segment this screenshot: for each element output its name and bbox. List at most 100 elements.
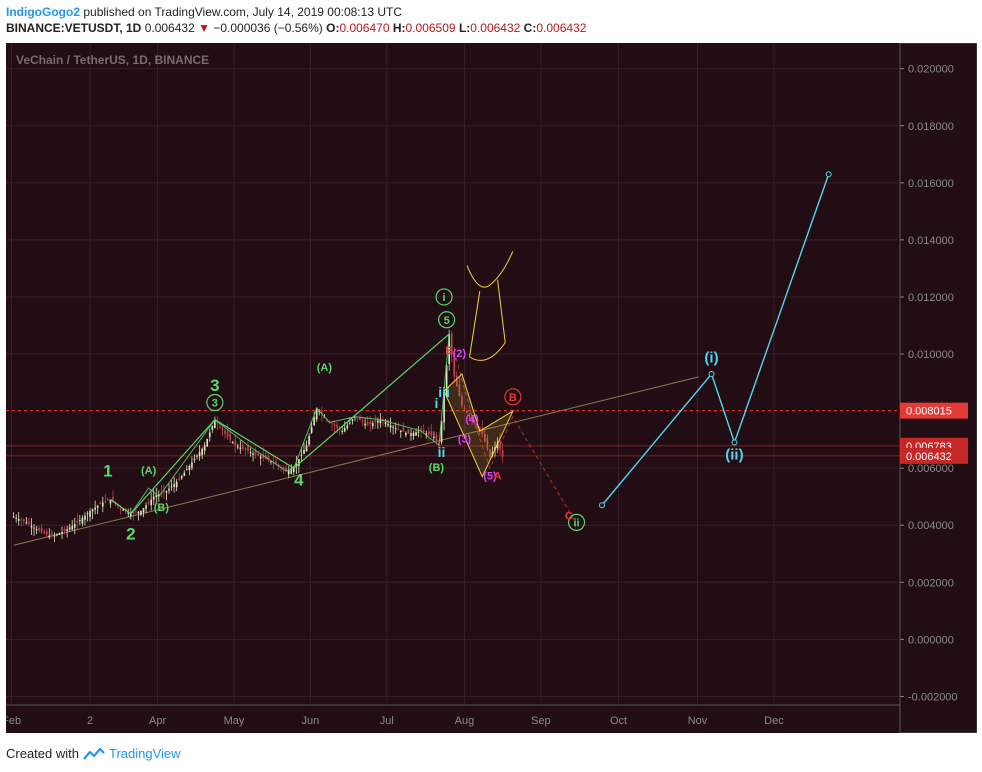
candle-body [178, 478, 181, 480]
candle-body [89, 510, 91, 517]
candle-body [101, 502, 104, 507]
candle-body [270, 461, 272, 463]
candle-body [68, 527, 71, 530]
author-link[interactable]: IndigoGogo2 [6, 5, 80, 19]
candle-body [244, 448, 247, 450]
candle-body [445, 365, 448, 395]
open-value: 0.006470 [339, 21, 390, 35]
candle-body [206, 438, 209, 447]
candle-body [66, 529, 68, 531]
chart-title: VeChain / TetherUS, 1D, BINANCE [16, 53, 209, 67]
candle-body [369, 422, 372, 425]
candle-body [417, 431, 420, 433]
wave-label-circled: ii [573, 517, 579, 529]
wave-label: (i) [704, 350, 718, 367]
wave-label: 2 [126, 525, 135, 544]
footer: Created with TradingView [6, 746, 181, 761]
candle-body [15, 517, 18, 519]
x-tick-label: Jul [380, 715, 394, 727]
candle-body [219, 426, 221, 428]
candle-body [389, 425, 392, 428]
tradingview-brand[interactable]: TradingView [108, 746, 181, 761]
candle-body [152, 496, 155, 500]
candle-body [71, 525, 74, 530]
candle-body [191, 462, 193, 468]
candle-body [203, 445, 206, 451]
candle-body [448, 334, 451, 364]
candle-body [298, 459, 300, 466]
candle-body [356, 418, 359, 420]
open-label: O: [326, 21, 340, 35]
x-tick-label: Dec [764, 715, 784, 727]
candle-body [63, 528, 66, 531]
x-tick-label: Sep [531, 715, 551, 727]
chart-area[interactable]: 0.020000 0.018000 0.016000 0.014000 0.012000… [2, 42, 978, 734]
candle-body [163, 489, 165, 493]
candle-body [201, 448, 203, 456]
candle-body [20, 519, 23, 521]
candle-body [51, 532, 53, 537]
candle-body [142, 508, 145, 513]
x-tick-label: Oct [610, 715, 627, 727]
tradingview-logo-icon [83, 747, 105, 760]
candle-body [229, 433, 231, 440]
candle-body [262, 454, 265, 458]
candle-body [226, 431, 229, 437]
candle-body [455, 375, 458, 387]
candle-body [157, 494, 160, 497]
candle-body [430, 431, 433, 436]
candle-body [81, 517, 84, 524]
candle-body [129, 513, 132, 516]
candle-body [132, 512, 135, 514]
candle-body [140, 510, 142, 515]
candle-body [259, 456, 262, 459]
candle-body [397, 428, 400, 430]
candle-body [53, 535, 56, 537]
candle-body [35, 529, 38, 531]
candle-body [236, 446, 239, 448]
projection-point [731, 439, 738, 446]
candle-body [433, 436, 435, 438]
candle-body [150, 499, 153, 506]
candle-body [468, 414, 471, 417]
candle-body [461, 396, 463, 406]
wave-label-circle [438, 311, 456, 329]
candle-body [405, 432, 407, 436]
candle-body [58, 533, 61, 535]
candle-body [292, 468, 295, 473]
candle-body [466, 410, 468, 413]
symbol-line: BINANCE:VETUSDT, 1D 0.006432 ▼ −0.000036… [6, 20, 586, 36]
candle-body [107, 499, 109, 501]
candle-body [290, 469, 293, 474]
chart-background [6, 43, 977, 733]
sub-wave-line [214, 419, 294, 472]
candle-body [486, 438, 489, 450]
y-tick-label: 0.010000 [908, 349, 954, 361]
candle-body [91, 509, 94, 512]
candle-body [407, 429, 410, 434]
candle-body [473, 421, 476, 424]
close-value: 0.006432 [536, 21, 587, 35]
candle-body [453, 353, 456, 377]
candle-body [86, 513, 89, 515]
candle-body [366, 422, 369, 426]
candle-body [122, 509, 124, 511]
wave-label: 1 [103, 462, 112, 481]
candle-body [374, 420, 377, 422]
y-tick-label: -0.002000 [908, 691, 958, 703]
candle-body [481, 427, 484, 434]
candle-body [170, 486, 173, 488]
candle-body [351, 419, 354, 421]
candle-body [165, 490, 168, 493]
candle-body [94, 507, 96, 510]
candle-body [224, 430, 226, 434]
wave-label: 4 [294, 470, 304, 489]
symbol-label: BINANCE:VETUSDT, 1D [6, 21, 142, 35]
close-label: C: [523, 21, 537, 35]
candle-body [450, 333, 453, 356]
wave-label: B [445, 345, 453, 357]
price-chart[interactable]: 0.020000 0.018000 0.016000 0.014000 0.012000… [2, 42, 978, 734]
candle-body [458, 384, 461, 396]
candle-body [112, 497, 114, 502]
candle-body [349, 422, 351, 424]
